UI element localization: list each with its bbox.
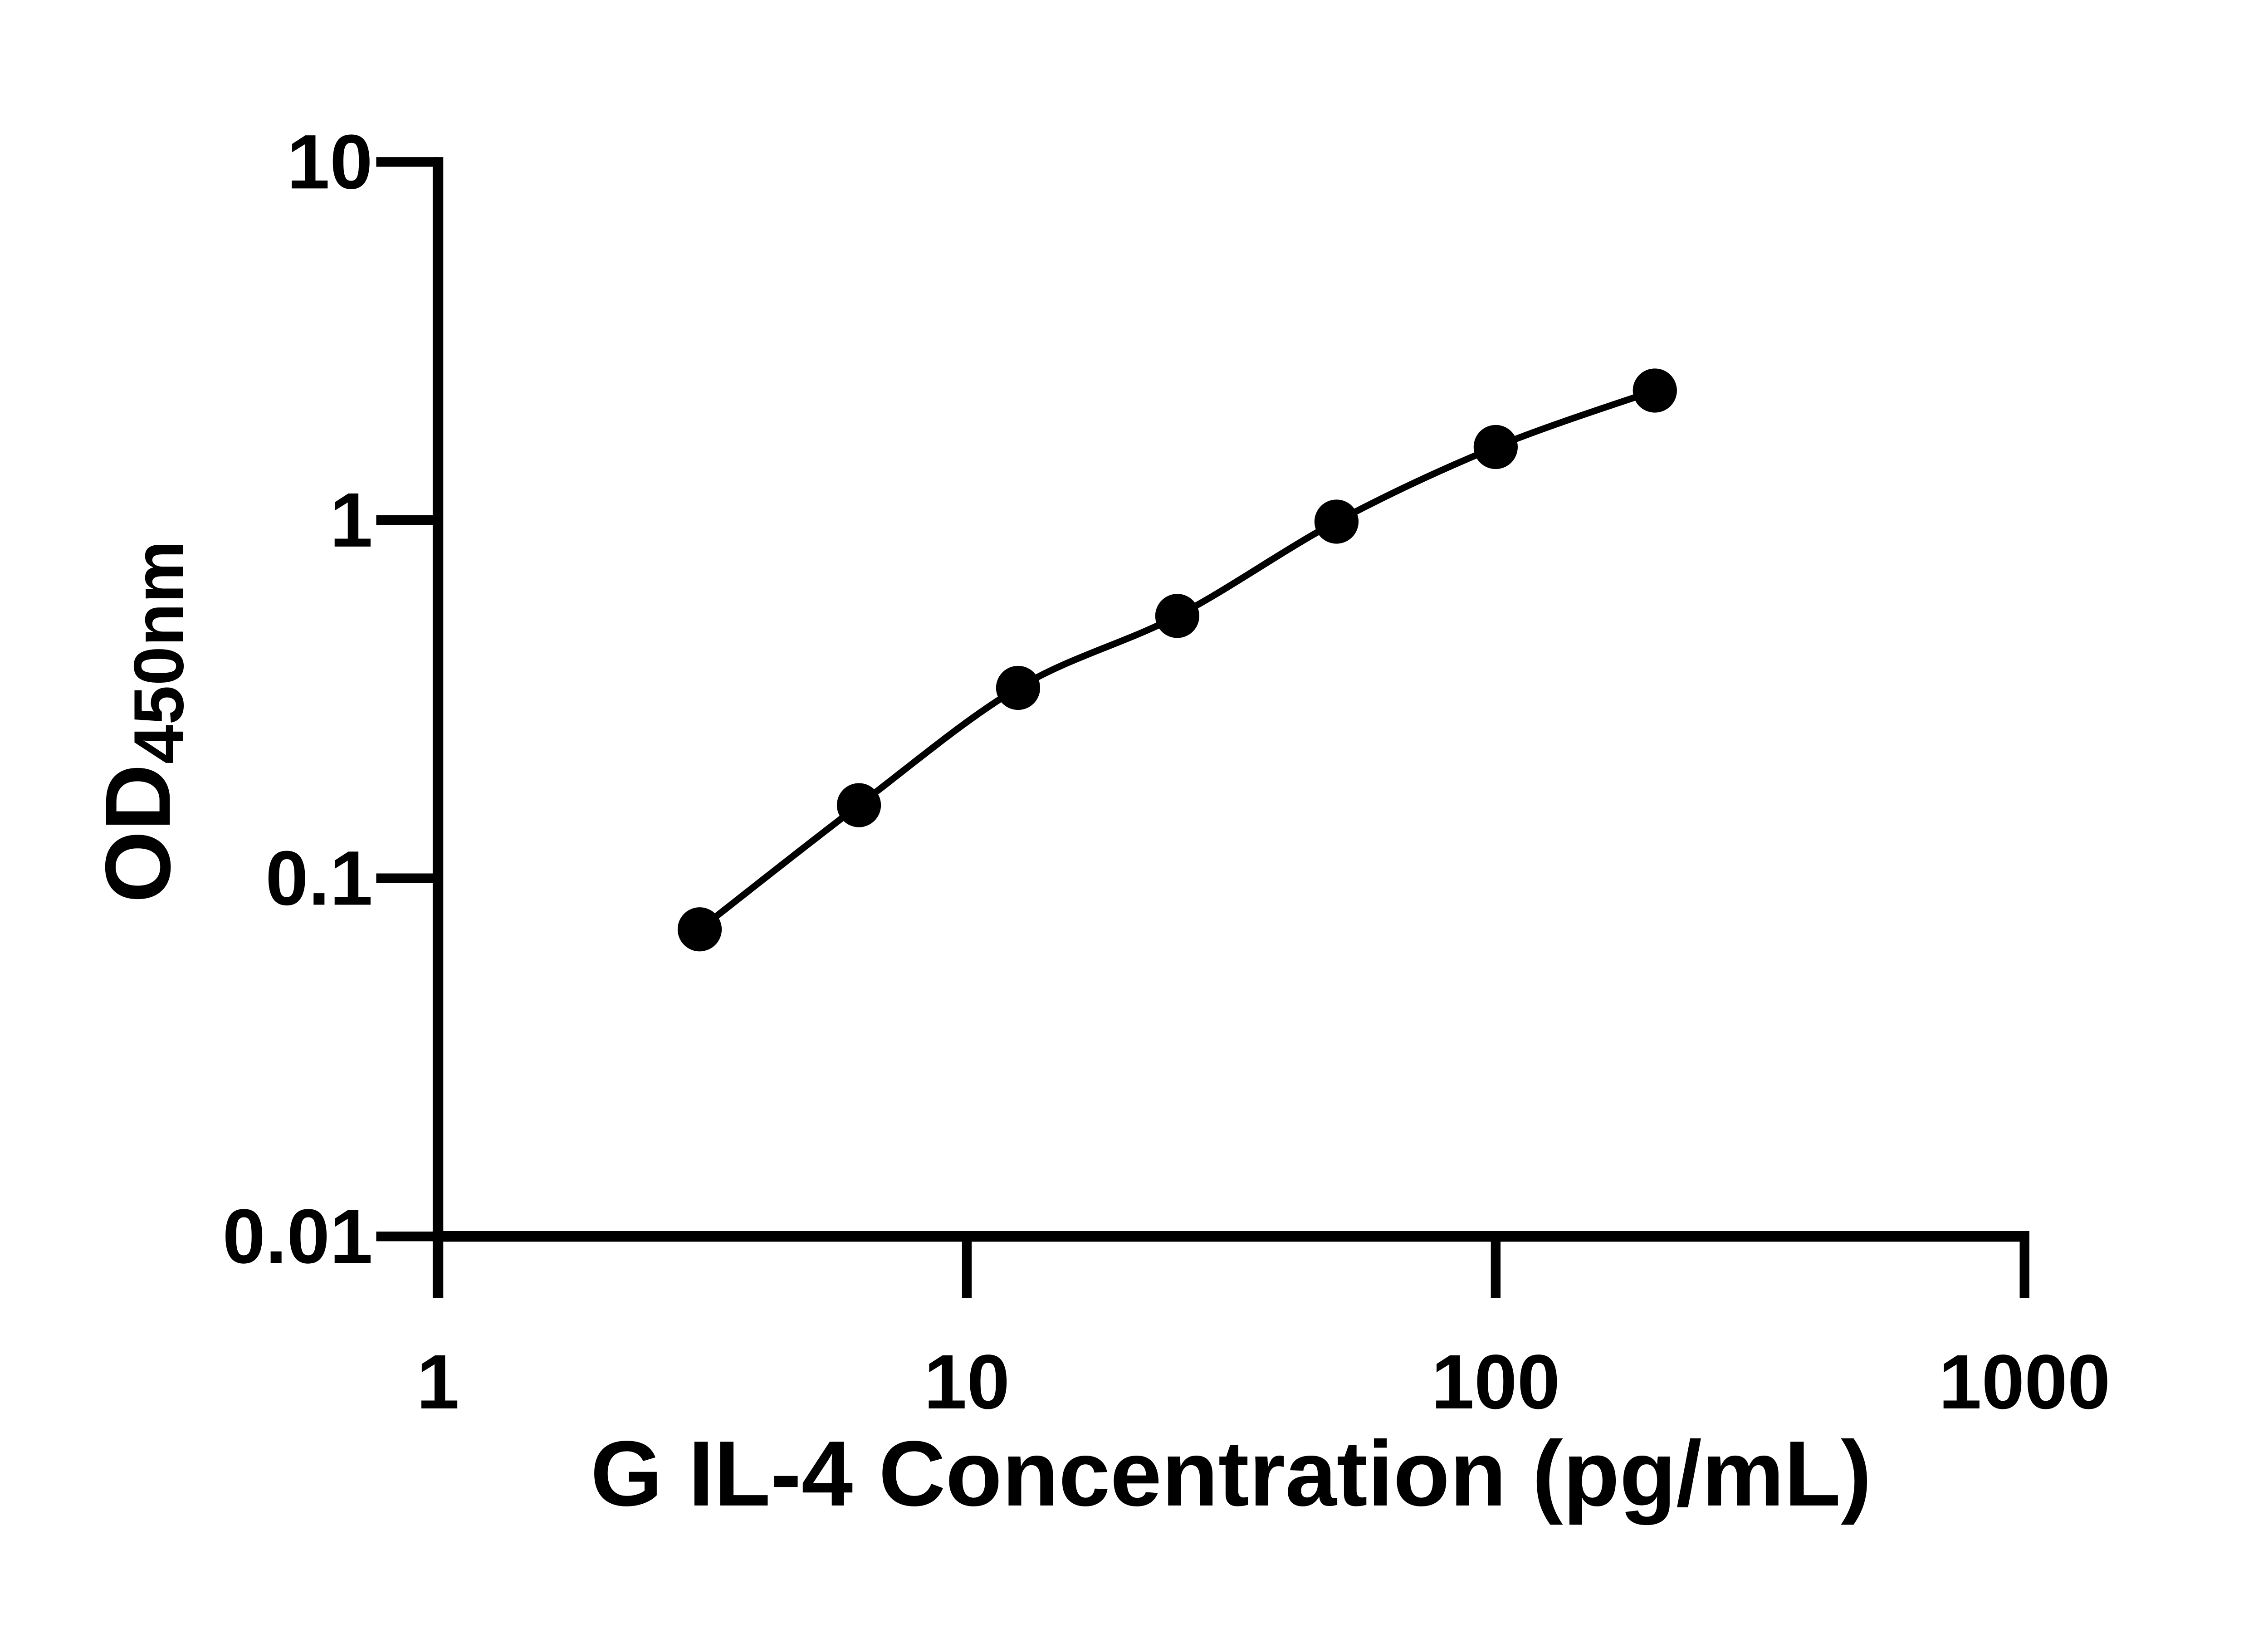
y-ticks [376,157,438,1242]
data-point [1314,499,1359,544]
x-ticks [433,1236,2029,1298]
y-tick-label: 0.1 [265,835,373,921]
axes [432,157,2029,1298]
data-point [836,783,881,827]
x-tick-labels: 1 10 100 1000 [416,1339,2110,1425]
y-tick-labels: 10 1 0.1 0.01 [222,119,372,1280]
data-point [996,665,1041,710]
y-axis-title: OD450nm [86,540,198,903]
fit-curve [696,387,1658,933]
x-axis-title: G IL-4 Concentration (pg/mL) [591,1422,1872,1525]
plot-area: 1 10 100 1000 10 1 0.1 0.01 [222,119,2110,1425]
data-point [1633,368,1677,413]
data-points [677,368,1677,952]
x-tick-label: 100 [1431,1339,1560,1425]
y-axis-title-main: OD [86,764,190,903]
y-tick-label: 10 [287,119,372,205]
data-point [1155,594,1200,638]
data-point [1473,425,1518,469]
y-tick-label: 1 [330,477,373,563]
y-tick-label: 0.01 [222,1193,372,1280]
y-axis-title-subscript: 450nm [119,540,198,764]
data-point [677,907,722,952]
x-tick-label: 10 [924,1339,1010,1425]
x-tick-label: 1000 [1939,1339,2111,1425]
x-tick-label: 1 [416,1339,459,1425]
